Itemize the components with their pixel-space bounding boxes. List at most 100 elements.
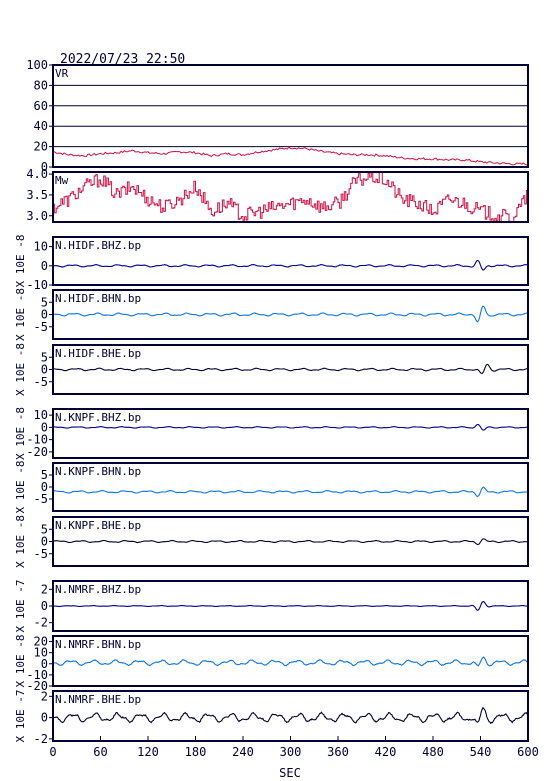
panel-ylabel: X 10E -8 (14, 461, 27, 514)
y-tick-label: 2 (41, 582, 48, 596)
y-tick-label: 80 (34, 78, 48, 92)
waveform-trace (54, 305, 527, 323)
y-tick-label: 100 (26, 58, 48, 72)
waveform-trace (54, 706, 527, 725)
waveform-trace (54, 259, 527, 271)
y-tick-label: 5 (41, 350, 48, 364)
y-tick-label: 0 (41, 420, 48, 434)
y-tick-label: -5 (34, 492, 48, 506)
panel-title: N.NMRF.BHN.bp (55, 638, 141, 651)
x-tick-label: 180 (185, 745, 207, 759)
y-tick-label: 0 (41, 480, 48, 494)
x-axis: 0 60 120 180 240 300 360 420 480 540 600 (49, 736, 539, 759)
waveform-trace (54, 538, 527, 546)
y-tick-label: 60 (34, 99, 48, 113)
y-tick-label: 40 (34, 119, 48, 133)
y-tick-label: -2 (34, 732, 48, 746)
y-tick-label: -5 (34, 375, 48, 389)
panel-2: 10 0 -10 N.HIDF.BHZ.bp X 10E -8 (14, 235, 529, 292)
x-tick-label: 240 (232, 745, 254, 759)
y-tick-label: 0 (41, 535, 48, 549)
panel-frame (52, 408, 529, 459)
waveform-trace (54, 363, 527, 375)
y-tick-label: -2 (34, 616, 48, 630)
panel-7: 50-5 N.KNPF.BHE.bp X 10E -8 (14, 515, 529, 568)
y-tick-label: 0 (41, 160, 48, 174)
y-tick-label: 4.0 (26, 167, 48, 181)
x-tick-label: 420 (375, 745, 397, 759)
panel-3: 50-5 N.HIDF.BHN.bp X 10E -8 (14, 288, 529, 341)
y-tick-label: 10 (34, 240, 48, 254)
x-tick-label: 540 (470, 745, 492, 759)
y-tick-label: -20 (26, 445, 48, 459)
y-tick-label: 2 (41, 689, 48, 703)
y-tick-label: 0 (41, 259, 48, 273)
x-tick-label: 360 (327, 745, 349, 759)
panel-title: N.NMRF.BHE.bp (55, 693, 141, 706)
figure-timestamp: 2022/07/23 22:50 (60, 52, 185, 67)
panel-frame (52, 635, 529, 687)
y-tick-label: 5 (41, 295, 48, 309)
y-tick-label: 0 (41, 599, 48, 613)
panel-title: N.KNPF.BHZ.bp (55, 411, 141, 424)
y-tick-label: 10 (34, 646, 48, 660)
panel-title: N.KNPF.BHE.bp (55, 519, 141, 532)
waveform-trace (54, 656, 527, 667)
panel-ylabel: X 10E -8 (14, 343, 27, 396)
panel-ylabel: X 10E -8 (14, 288, 27, 341)
panel-4: 50-5 N.HIDF.BHE.bp X 10E -8 (14, 343, 529, 396)
y-tick-label: 5 (41, 468, 48, 482)
y-tick-label: 3.0 (26, 209, 48, 223)
panel-0: 0 20 40 60 80 100 VR (26, 58, 529, 174)
y-tick-label: -5 (34, 320, 48, 334)
x-tick-label: 60 (93, 745, 107, 759)
series-line (54, 146, 527, 166)
panel-6: 50-5 N.KNPF.BHN.bp X 10E -8 (14, 461, 529, 514)
y-tick-label: -10 (26, 433, 48, 447)
panel-frame (52, 64, 529, 168)
waveform-trace (54, 423, 527, 431)
y-tick-label: 0 (41, 657, 48, 671)
y-tick-label: 0 (41, 363, 48, 377)
y-tick-label: -10 (26, 278, 48, 292)
panel-title: N.NMRF.BHZ.bp (55, 583, 141, 596)
panel-title: N.HIDF.BHZ.bp (55, 239, 141, 252)
panel-frame (52, 236, 529, 286)
y-tick-label: 0 (41, 711, 48, 725)
panel-title: VR (55, 67, 69, 80)
series-line (54, 173, 527, 221)
panel-ylabel: X 10E -8 (14, 515, 27, 568)
panel-ylabel: X 10E -8 (14, 407, 27, 460)
y-tick-label: -10 (26, 668, 48, 682)
y-tick-label: -5 (34, 547, 48, 561)
panel-10: 2 0 -2 N.NMRF.BHE.bp X 10E -7 (14, 689, 529, 746)
y-tick-label: 20 (34, 140, 48, 154)
x-tick-label: 0 (49, 745, 56, 759)
panel-ylabel: X 10E -8 (14, 635, 27, 688)
panel-title: N.HIDF.BHN.bp (55, 292, 141, 305)
panel-title: N.KNPF.BHN.bp (55, 465, 141, 478)
panel-frame (52, 171, 529, 223)
panel-5: 100-10-20 N.KNPF.BHZ.bp X 10E -8 (14, 407, 529, 460)
y-tick-label: 10 (34, 408, 48, 422)
panel-8: 2 0 -2 N.NMRF.BHZ.bp X 10E -7 (14, 580, 529, 633)
y-tick-label: -20 (26, 679, 48, 693)
y-tick-label: 0 (41, 308, 48, 322)
panel-ylabel: X 10E -7 (14, 580, 27, 633)
y-tick-label: 20 (34, 635, 48, 649)
panel-ylabel: X 10E -8 (14, 235, 27, 288)
panel-1: 3.0 3.5 4.0 Mw (26, 167, 529, 223)
x-tick-label: 480 (422, 745, 444, 759)
panel-title: N.HIDF.BHE.bp (55, 347, 141, 360)
y-tick-label: 3.5 (26, 188, 48, 202)
x-axis-label: SEC (279, 766, 301, 780)
panel-ylabel: X 10E -7 (14, 690, 27, 743)
x-tick-label: 600 (517, 745, 539, 759)
y-tick-label: 5 (41, 522, 48, 536)
panel-title: Mw (55, 174, 69, 187)
x-tick-label: 300 (280, 745, 302, 759)
waveform-trace (54, 601, 527, 611)
